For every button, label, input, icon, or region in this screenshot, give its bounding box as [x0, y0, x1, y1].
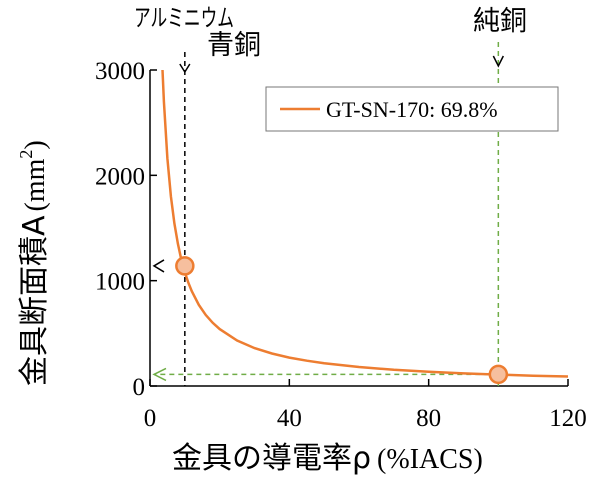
x-tick-label-2: 80 — [416, 405, 441, 432]
x-axis-title: 金具の導電率ρ (%IACS) — [172, 441, 483, 476]
y-arrow-aluminum — [152, 259, 165, 273]
legend-label: GT-SN-170: 69.8% — [326, 97, 498, 122]
ref-arrow-top-aluminum — [179, 63, 191, 74]
y-tick-labels: 0 1000 2000 3000 — [95, 58, 145, 401]
highlight-point-1 — [488, 364, 509, 385]
y-tick-label-3: 3000 — [95, 58, 145, 85]
label-pure-copper: 純銅 — [473, 6, 527, 37]
y-tick-label-0: 0 — [133, 374, 146, 401]
material-labels: アルミニウム 青銅 純銅 — [134, 4, 527, 61]
axis-ticks — [149, 69, 569, 387]
ref-arrow-top-copper — [492, 55, 505, 68]
x-tick-labels: 0 40 80 120 — [144, 405, 587, 432]
series-line-gt-sn-170 — [161, 70, 568, 378]
x-tick-label-1: 40 — [277, 405, 302, 432]
highlight-point-0 — [175, 256, 195, 276]
y-tick-label-2: 2000 — [95, 163, 145, 190]
y-tick-label-1: 1000 — [95, 269, 145, 296]
label-bronze: 青銅 — [207, 30, 261, 61]
x-tick-label-3: 120 — [549, 405, 587, 432]
label-aluminum: アルミニウム — [134, 4, 234, 32]
y-axis-title: 金具断面積A(mm2) — [16, 140, 52, 386]
x-tick-label-0: 0 — [144, 405, 157, 432]
highlight-points — [175, 256, 509, 385]
legend: GT-SN-170: 69.8% — [265, 86, 559, 132]
y-arrow-pure-copper — [152, 367, 167, 382]
